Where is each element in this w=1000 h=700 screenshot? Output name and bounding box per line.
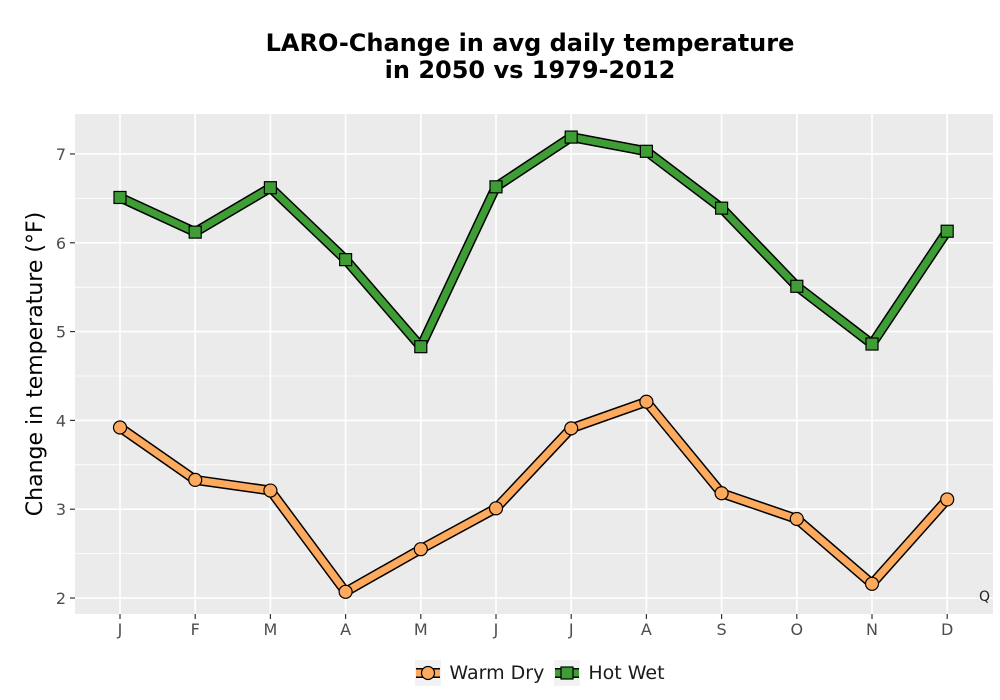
x-tick-label: F (191, 620, 200, 639)
data-point (112, 420, 128, 435)
series-line (116, 133, 951, 351)
legend-key-warm-dry (415, 660, 442, 686)
x-tick-label: N (866, 620, 878, 639)
chart-title: LARO-Change in avg daily temperature in … (0, 30, 1000, 84)
grid-major (75, 114, 993, 614)
axes-layer: 2 3 4 5 6 7 J F M A M J J A S O N D (56, 145, 954, 639)
x-tick-label: A (641, 620, 652, 639)
x-tick-label: J (117, 620, 123, 639)
data-point (413, 542, 428, 557)
series-layer (112, 130, 955, 599)
data-point (940, 492, 955, 507)
legend-item-warm-dry: Warm Dry (415, 660, 544, 686)
data-point (489, 180, 503, 194)
data-point (488, 501, 504, 516)
legend-label: Hot Wet (588, 662, 665, 684)
data-point (639, 394, 654, 409)
legend-key-marker (421, 665, 436, 681)
x-tick-label: S (717, 620, 727, 639)
data-point (714, 201, 729, 215)
series-warm-dry (112, 394, 955, 599)
data-point (188, 225, 202, 239)
x-tick-label: A (340, 620, 351, 639)
data-point (564, 130, 578, 144)
data-point (564, 421, 579, 436)
y-tick-label: 7 (56, 145, 66, 164)
x-tick-label: D (941, 620, 953, 639)
data-point (263, 483, 278, 498)
x-tick-label: J (568, 620, 574, 639)
y-axis-label: Change in temperature (°F) (23, 212, 48, 516)
y-tick-label: 3 (56, 500, 66, 519)
y-tick-label: 6 (56, 234, 66, 253)
chart-title-line-1: LARO-Change in avg daily temperature (265, 29, 795, 57)
data-point (113, 190, 127, 205)
data-point (865, 337, 879, 351)
data-point (789, 511, 804, 527)
x-tick-label: J (493, 620, 499, 639)
data-point (940, 224, 954, 238)
x-tick-label: O (791, 620, 804, 639)
plot-panel (75, 114, 993, 614)
corner-mark: Q (979, 589, 991, 605)
x-tick-label: M (263, 620, 277, 639)
data-point (338, 584, 353, 599)
y-tick-label: 2 (56, 589, 66, 608)
data-point (188, 472, 203, 487)
data-point (639, 144, 654, 158)
grid-minor (75, 197, 993, 555)
data-point (714, 486, 729, 501)
legend-label: Warm Dry (449, 662, 545, 684)
data-point (339, 253, 353, 267)
legend-key-hot-wet (554, 660, 581, 686)
x-tick-label: M (414, 620, 428, 639)
data-point (790, 279, 804, 293)
legend-key-marker (560, 666, 574, 680)
legend-item-hot-wet: Hot Wet (554, 660, 665, 686)
data-point (864, 576, 880, 591)
data-point (414, 340, 428, 354)
chart-title-line-2: in 2050 vs 1979-2012 (384, 56, 676, 84)
data-point (263, 181, 277, 195)
legend: Warm Dry Hot Wet (0, 656, 1000, 690)
y-tick-label: 5 (56, 323, 66, 342)
series-hot-wet (113, 130, 954, 354)
y-tick-label: 4 (56, 411, 66, 430)
series-line (116, 398, 951, 596)
